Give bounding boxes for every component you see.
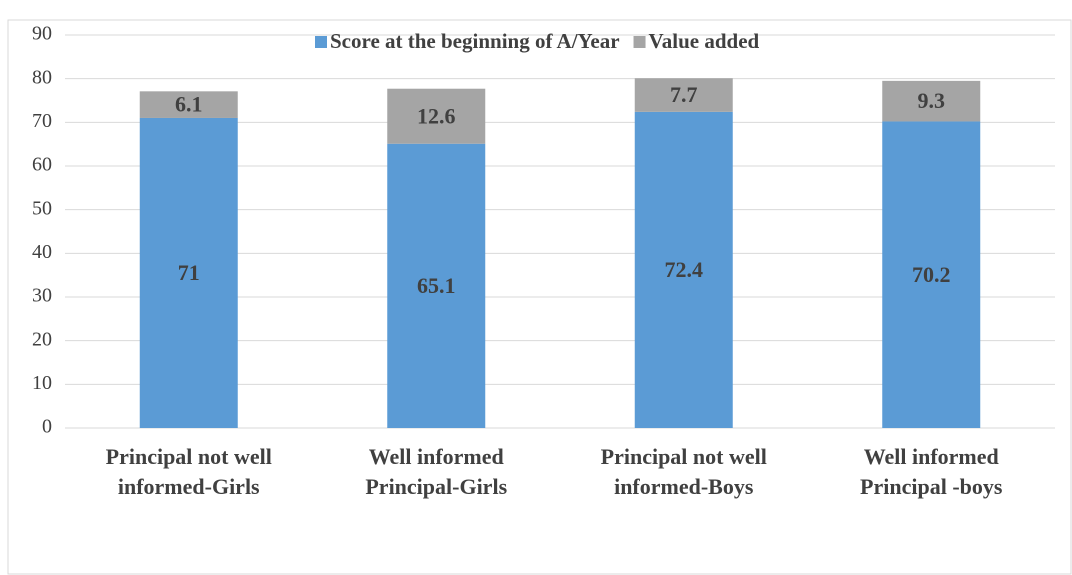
y-tick-label: 60 — [32, 154, 52, 176]
x-tick-label: Well informed Principal -boys — [860, 444, 1003, 499]
x-tick-label: Principal not well informed-Boys — [600, 444, 767, 499]
y-tick-label: 90 — [32, 23, 52, 45]
bar-segment — [139, 91, 238, 118]
bar-segment — [882, 121, 981, 429]
chart-border — [7, 19, 1072, 575]
bar-segment — [139, 117, 238, 428]
y-tick-label: 50 — [32, 197, 52, 219]
legend-label: Score at the beginning of A/Year — [330, 29, 620, 53]
x-tick-label: Well informed Principal-Girls — [365, 444, 508, 499]
y-tick-label: 70 — [32, 110, 52, 132]
data-label: 9.3 — [918, 88, 946, 113]
data-label: 71 — [178, 260, 200, 285]
data-label: 6.1 — [175, 92, 203, 117]
y-tick-label: 0 — [42, 416, 52, 438]
y-tick-label: 20 — [32, 328, 52, 350]
legend-swatch — [315, 36, 327, 48]
legend-label: Value added — [649, 29, 760, 53]
bar-segment — [634, 78, 733, 112]
bar-segment — [387, 143, 486, 429]
x-tick-label: Principal not well informed-Girls — [105, 444, 272, 499]
data-label: 70.2 — [912, 262, 951, 287]
bar-segment — [634, 111, 733, 428]
bar-segment — [882, 80, 981, 122]
y-tick-label: 40 — [32, 241, 52, 263]
data-label: 72.4 — [665, 257, 704, 282]
legend-swatch — [633, 36, 646, 48]
data-label: 7.7 — [670, 82, 698, 107]
y-tick-label: 80 — [32, 66, 52, 88]
bar-segment — [387, 88, 486, 144]
y-tick-label: 10 — [32, 372, 52, 394]
data-label: 65.1 — [417, 273, 456, 298]
y-tick-label: 30 — [32, 285, 52, 307]
data-label: 12.6 — [417, 103, 456, 128]
